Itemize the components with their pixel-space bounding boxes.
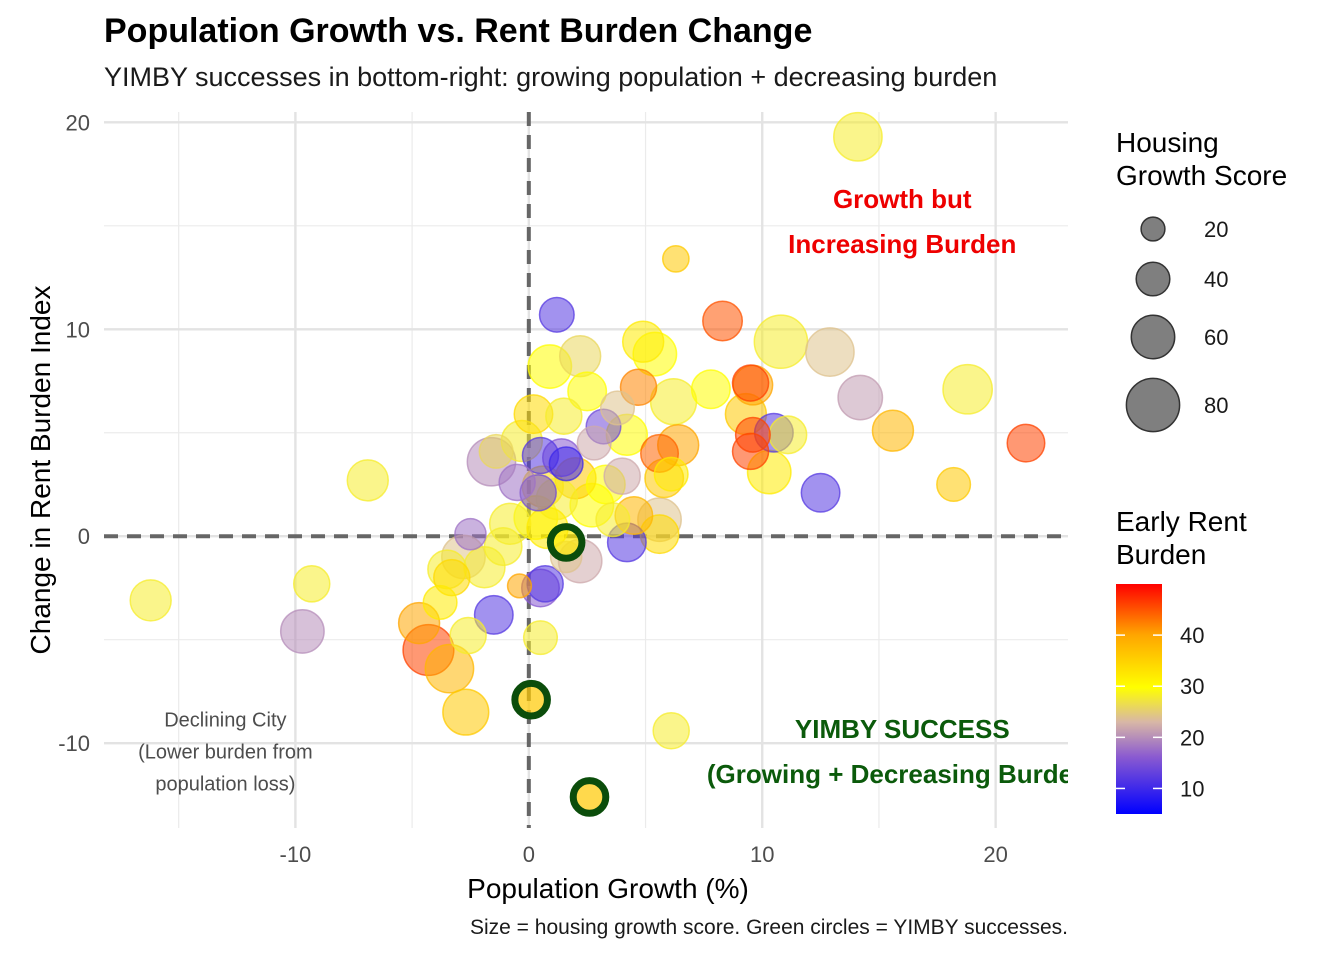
data-point: [454, 517, 487, 551]
x-axis-title: Population Growth (%): [467, 873, 749, 904]
data-point: [478, 433, 514, 469]
y-tick-label: 0: [78, 524, 90, 549]
data-point: [702, 300, 744, 342]
data-point: [603, 457, 641, 495]
annotation-text: (Lower burden from: [138, 741, 313, 763]
data-point: [1006, 423, 1046, 463]
data-point: [548, 446, 584, 482]
data-point: [653, 456, 689, 492]
data-point: [506, 573, 533, 599]
data-point: [690, 369, 731, 410]
data-point: [652, 711, 690, 750]
size-legend-label: 40: [1204, 267, 1228, 292]
yimby-point: [572, 779, 607, 815]
color-legend-label: 20: [1180, 725, 1204, 750]
data-point: [768, 415, 808, 455]
chart-title: Population Growth vs. Rent Burden Change: [104, 12, 813, 50]
annotation-text: Declining City: [164, 709, 286, 731]
size-legend-key: [1140, 216, 1166, 242]
size-legend-key: [1135, 261, 1171, 297]
data-point: [871, 409, 915, 452]
data-point: [599, 390, 636, 426]
data-point: [292, 565, 331, 603]
size-legend-title: Housing: [1116, 127, 1219, 158]
annotation-text: Increasing Burden: [788, 229, 1016, 259]
data-point: [661, 245, 690, 273]
data-point: [942, 363, 994, 415]
data-point: [649, 378, 698, 426]
data-point: [753, 314, 809, 370]
color-legend-label: 40: [1180, 623, 1204, 648]
data-point: [731, 364, 770, 402]
annotation-text: Growth but: [833, 184, 972, 214]
annotation-text: population loss): [155, 773, 295, 795]
color-legend-title: Early Rent: [1116, 506, 1247, 537]
x-tick-label: 10: [750, 842, 774, 867]
yimby-point: [549, 525, 583, 560]
data-point: [734, 416, 771, 453]
data-point: [449, 616, 487, 655]
data-point: [498, 463, 536, 502]
data-point: [558, 334, 602, 378]
axis-ticks: -10 0 10 20 -10 0 10 20: [58, 110, 1008, 867]
data-point: [800, 472, 841, 513]
color-bar: [1116, 584, 1162, 814]
data-point: [483, 527, 523, 567]
chart-caption: Size = housing growth score. Green circl…: [470, 916, 1068, 939]
y-axis-title: Change in Rent Burden Index: [25, 286, 56, 655]
data-points: [129, 111, 1046, 817]
annotation-text: YIMBY SUCCESS: [795, 714, 1010, 744]
size-legend-label: 60: [1204, 325, 1228, 350]
data-point: [567, 371, 608, 412]
annotations: Growth but Increasing Burden YIMBY SUCCESS…: [138, 184, 1098, 795]
size-legend-key: [1125, 377, 1181, 433]
data-point: [595, 502, 631, 538]
data-point: [545, 397, 583, 435]
size-legend-key: [1130, 314, 1176, 360]
annotation-text: (Growing + Decreasing Burden): [707, 759, 1098, 789]
y-tick-label: 20: [66, 110, 90, 135]
data-point: [422, 584, 458, 620]
data-point: [805, 327, 855, 377]
data-point: [473, 594, 514, 635]
data-point: [424, 643, 475, 694]
data-point: [129, 579, 172, 622]
data-point: [442, 688, 490, 736]
data-point: [526, 565, 564, 603]
chart-subtitle: YIMBY successes in bottom-right: growing…: [104, 62, 998, 92]
size-legend-label: 80: [1204, 393, 1228, 418]
data-point: [837, 374, 884, 421]
color-legend-label: 10: [1180, 776, 1204, 801]
y-tick-label: 10: [66, 317, 90, 342]
x-tick-label: 0: [523, 842, 535, 867]
x-tick-label: 20: [983, 842, 1007, 867]
data-point: [936, 466, 972, 503]
size-legend-title: Growth Score: [1116, 160, 1287, 191]
color-legend-label: 30: [1180, 674, 1204, 699]
y-tick-label: -10: [58, 731, 90, 756]
data-point: [538, 296, 575, 333]
yimby-highlight-ring: [546, 523, 586, 562]
data-point: [346, 459, 389, 502]
yimby-point: [513, 682, 549, 717]
data-point: [522, 620, 559, 656]
yimby-highlight-ring: [569, 777, 610, 817]
x-tick-label: -10: [280, 842, 312, 867]
yimby-highlight-ring: [511, 679, 551, 720]
color-legend-title: Burden: [1116, 539, 1206, 570]
data-point: [279, 608, 325, 654]
data-point: [621, 320, 665, 363]
data-point: [833, 111, 883, 162]
data-point: [576, 425, 612, 461]
size-legend-label: 20: [1204, 217, 1228, 242]
